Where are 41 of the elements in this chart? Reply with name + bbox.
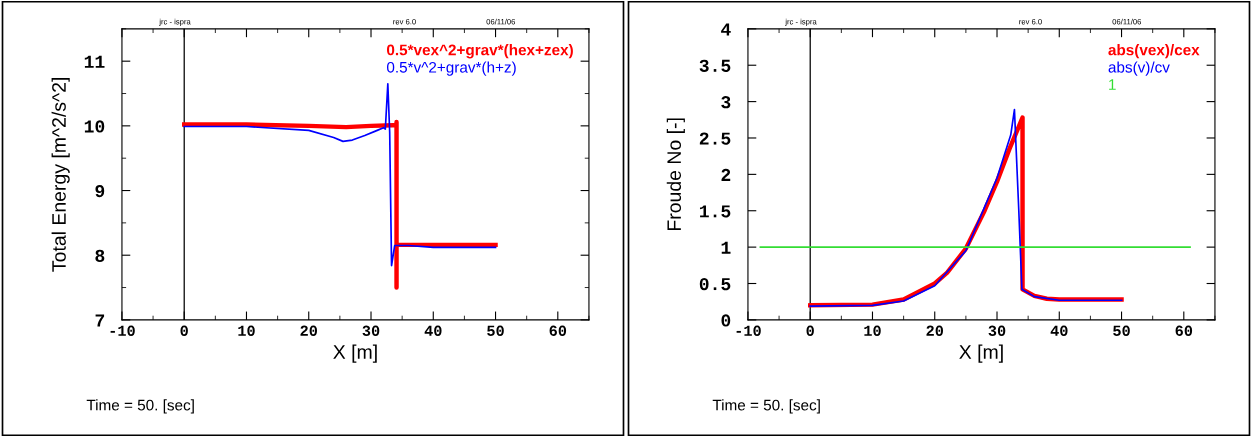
y-tick-label: 2 bbox=[721, 168, 731, 181]
y-tick-label: 2.5 bbox=[699, 132, 731, 145]
text: 1 bbox=[1109, 79, 1116, 90]
y-tick-label: 10 bbox=[84, 120, 105, 133]
text: abs(vex)/cex bbox=[1108, 44, 1200, 59]
x-tick-label: 10 bbox=[238, 325, 255, 336]
y-tick-label: 9 bbox=[95, 185, 105, 198]
y-tick-label: 3 bbox=[721, 96, 731, 109]
x-axis-title: X [m] bbox=[959, 344, 1003, 363]
x-tick-label: 50 bbox=[1113, 325, 1130, 336]
y-axis-title: Froude No [-] bbox=[666, 118, 685, 231]
y-tick-label: 1.5 bbox=[699, 205, 731, 218]
x-tick-label: 40 bbox=[424, 325, 442, 336]
x-axis-title: X [m] bbox=[333, 344, 377, 363]
x-tick-label: 10 bbox=[864, 325, 881, 336]
text: 0.5*vex^2+grav*(hex+zex) bbox=[386, 44, 573, 59]
y-axis-title: Total Energy [m^2/s^2] bbox=[51, 78, 70, 272]
y-tick-label: 0 bbox=[721, 314, 731, 327]
x-tick-label: 40 bbox=[1050, 325, 1068, 336]
x-tick-label: -10 bbox=[736, 325, 761, 336]
y-tick-label: 11 bbox=[84, 55, 105, 68]
series-label: 0.5*v^2+grav*(h+z) bbox=[386, 61, 516, 76]
x-tick-label: 60 bbox=[549, 325, 567, 336]
x-tick-label: 20 bbox=[300, 325, 318, 336]
y-tick-label: 1 bbox=[721, 241, 731, 254]
x-tick-label: -10 bbox=[110, 325, 135, 336]
y-tick-label: 0.5 bbox=[699, 277, 731, 291]
x-tick-label: 30 bbox=[988, 325, 1006, 336]
x-tick-label: 20 bbox=[926, 325, 944, 336]
y-tick-label: 8 bbox=[95, 249, 105, 262]
x-tick-label: 0 bbox=[806, 325, 814, 336]
text: Time = 50. [sec] bbox=[712, 399, 820, 414]
x-tick-label: 50 bbox=[487, 325, 504, 336]
text: Time = 50. [sec] bbox=[86, 399, 194, 414]
y-tick-label: 4 bbox=[721, 23, 731, 36]
x-tick-label: 30 bbox=[362, 325, 380, 336]
y-tick-label: 3.5 bbox=[699, 59, 731, 72]
text: abs(v)/cv bbox=[1108, 61, 1170, 76]
x-tick-label: 0 bbox=[180, 325, 188, 336]
y-tick-label: 7 bbox=[95, 314, 105, 327]
x-tick-label: 60 bbox=[1175, 325, 1193, 336]
